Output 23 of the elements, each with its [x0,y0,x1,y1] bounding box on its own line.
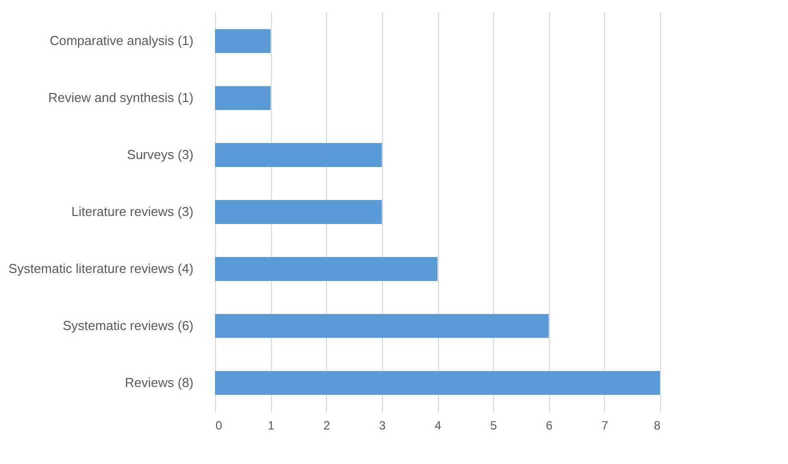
y-tick-label: Comparative analysis (1) [50,33,194,48]
x-tick-label: 8 [654,418,661,432]
bar [215,29,271,54]
bar [215,257,438,281]
bar [215,86,271,110]
y-tick-label: Surveys (3) [127,147,194,162]
x-tick-label: 6 [546,418,553,432]
y-tick-label: Literature reviews (3) [71,204,194,219]
x-tick-label: 7 [602,418,609,432]
x-tick-label: 0 [216,418,222,432]
x-tick-label: 3 [379,418,386,432]
x-tick-label: 2 [323,418,330,432]
bar [215,143,382,167]
y-tick-label: Review and synthesis (1) [48,90,194,106]
x-tick-label: 5 [490,418,498,432]
y-tick-label: Systematic literature reviews (4) [8,260,194,276]
bar [215,370,660,395]
y-tick-label: Systematic reviews (6) [62,318,194,333]
bar [215,200,382,224]
y-tick-label: Reviews (8) [124,374,194,390]
x-tick-label: 4 [434,418,442,432]
bar [215,314,549,338]
x-tick-label: 1 [268,418,275,432]
